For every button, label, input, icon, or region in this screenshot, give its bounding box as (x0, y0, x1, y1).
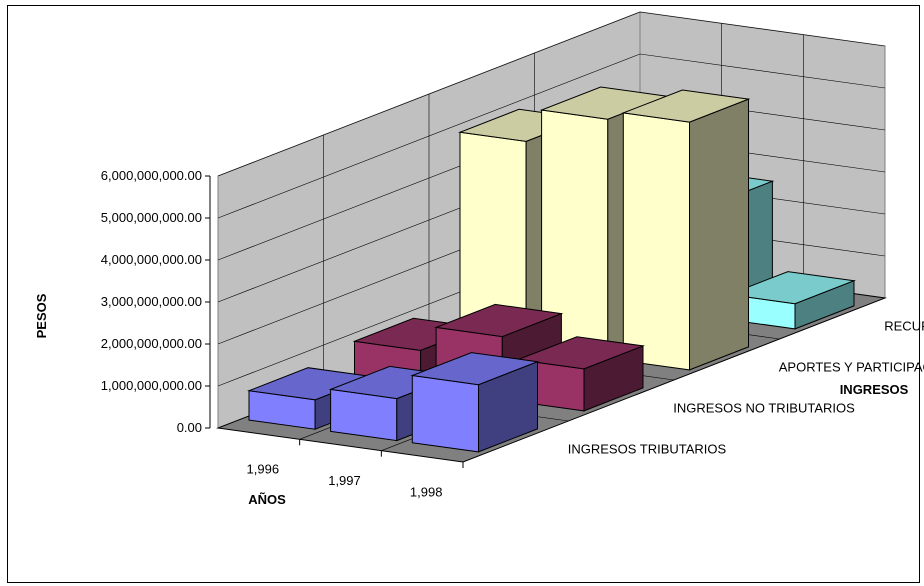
bar-front (622, 112, 690, 371)
y-tick-label: 0.00 (177, 420, 202, 435)
y-tick-label: 5,000,000,000.00 (101, 210, 202, 225)
bar-front (411, 374, 479, 453)
bar-ingresos-no-tributarios-2 (515, 336, 645, 412)
bar-top (410, 352, 540, 386)
bar-side (689, 98, 749, 371)
y-tick-label: 1,000,000,000.00 (101, 378, 202, 393)
z-tick-label: INGRESOS NO TRIBUTARIOS (673, 401, 855, 416)
x-tick-label: 1,998 (410, 484, 443, 499)
bar-top (726, 271, 856, 305)
bar-top (515, 336, 645, 370)
y-tick-label: 6,000,000,000.00 (101, 168, 202, 183)
y-axis-title: PESOS (34, 293, 49, 338)
bar-top (434, 303, 564, 338)
z-axis-title: INGRESOS (840, 382, 909, 397)
z-tick-label: INGRESOS TRIBUTARIOS (568, 442, 727, 457)
x-axis-title: AÑOS (248, 492, 286, 507)
z-tick-label: APORTES Y PARTICIPACIONES (779, 360, 924, 375)
y-tick-label: 4,000,000,000.00 (101, 252, 202, 267)
x-tick-label: 1,996 (247, 462, 280, 477)
x-tick-label: 1,997 (328, 473, 361, 488)
y-tick-label: 3,000,000,000.00 (101, 294, 202, 309)
bar-aportes-y-participaciones-2 (621, 89, 751, 371)
bar-ingresos-tributarios-2 (410, 352, 540, 453)
z-tick-label: RECURSOS DE CAPITAL (884, 319, 924, 334)
bar-top (621, 89, 751, 123)
y-tick-label: 2,000,000,000.00 (101, 336, 202, 351)
